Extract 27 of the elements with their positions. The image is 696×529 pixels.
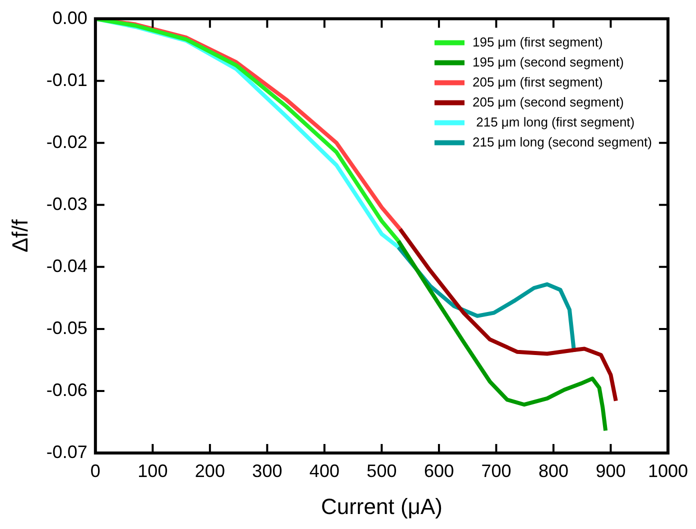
x-tick-label: 0 — [90, 460, 100, 481]
legend-label: 205 μm (second segment) — [472, 94, 624, 110]
x-tick-label: 400 — [309, 460, 340, 481]
y-axis-title: Δf/f — [7, 218, 32, 252]
y-tick-label: -0.04 — [46, 256, 88, 276]
x-tick-label: 200 — [194, 460, 225, 481]
y-tick-label: -0.01 — [46, 70, 88, 90]
y-tick-label: 0.00 — [52, 8, 88, 28]
x-tick-label: 900 — [596, 460, 626, 481]
y-tick-label: -0.03 — [46, 194, 88, 214]
x-tick-label: 300 — [252, 460, 282, 481]
y-tick-label: -0.06 — [46, 380, 88, 400]
y-tick-label: -0.07 — [46, 442, 88, 462]
legend-label: 215 μm long (second segment) — [472, 134, 652, 150]
y-tick-label: -0.02 — [46, 132, 88, 152]
y-tick-label: -0.05 — [46, 318, 88, 338]
x-tick-label: 600 — [424, 460, 454, 481]
legend-label: 215 μm long (first segment) — [472, 114, 635, 130]
x-tick-label: 100 — [138, 460, 168, 481]
x-tick-label: 500 — [366, 460, 397, 481]
x-tick-label: 800 — [538, 460, 568, 481]
x-axis-title: Current (μA) — [320, 494, 442, 519]
legend-label: 195 μm (second segment) — [472, 54, 624, 70]
x-tick-label: 1000 — [648, 460, 688, 481]
legend-label: 205 μm (first segment) — [472, 74, 603, 90]
x-tick-label: 700 — [481, 460, 512, 481]
legend-label: 195 μm (first segment) — [472, 34, 603, 50]
